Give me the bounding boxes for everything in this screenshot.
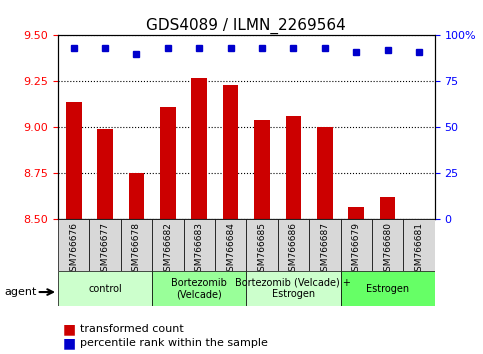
Bar [160,107,176,219]
FancyBboxPatch shape [246,219,278,271]
Text: GSM766677: GSM766677 [100,222,110,277]
FancyBboxPatch shape [58,219,89,271]
Bar [128,173,144,219]
Bar [191,78,207,219]
FancyBboxPatch shape [372,219,403,271]
Text: GSM766686: GSM766686 [289,222,298,277]
Text: GSM766684: GSM766684 [226,222,235,277]
FancyBboxPatch shape [121,219,152,271]
Title: GDS4089 / ILMN_2269564: GDS4089 / ILMN_2269564 [146,18,346,34]
Bar [223,85,239,219]
Text: GSM766685: GSM766685 [257,222,267,277]
Bar [254,120,270,219]
Text: control: control [88,284,122,293]
Text: GSM766680: GSM766680 [383,222,392,277]
FancyBboxPatch shape [309,219,341,271]
FancyBboxPatch shape [58,271,152,306]
Text: transformed count: transformed count [80,324,184,334]
Text: GSM766683: GSM766683 [195,222,204,277]
Text: percentile rank within the sample: percentile rank within the sample [80,338,268,348]
Text: Estrogen: Estrogen [366,284,409,293]
Bar [380,198,396,219]
FancyBboxPatch shape [341,271,435,306]
Text: GSM766678: GSM766678 [132,222,141,277]
Text: Bortezomib
(Velcade): Bortezomib (Velcade) [171,278,227,299]
FancyBboxPatch shape [278,219,309,271]
FancyBboxPatch shape [152,271,246,306]
Text: Bortezomib (Velcade) +
Estrogen: Bortezomib (Velcade) + Estrogen [236,278,351,299]
Bar [317,127,333,219]
Bar [348,207,364,219]
FancyBboxPatch shape [152,219,184,271]
Text: GSM766679: GSM766679 [352,222,361,277]
Text: ■: ■ [63,322,76,336]
Text: GSM766682: GSM766682 [163,222,172,277]
Text: GSM766687: GSM766687 [320,222,329,277]
Text: GSM766681: GSM766681 [414,222,424,277]
Text: GSM766676: GSM766676 [69,222,78,277]
Text: ■: ■ [63,336,76,350]
FancyBboxPatch shape [89,219,121,271]
FancyBboxPatch shape [215,219,246,271]
Bar [66,102,82,219]
Bar [285,116,301,219]
FancyBboxPatch shape [341,219,372,271]
FancyBboxPatch shape [184,219,215,271]
Text: agent: agent [5,287,37,297]
FancyBboxPatch shape [403,219,435,271]
Bar [97,129,113,219]
FancyBboxPatch shape [246,271,341,306]
